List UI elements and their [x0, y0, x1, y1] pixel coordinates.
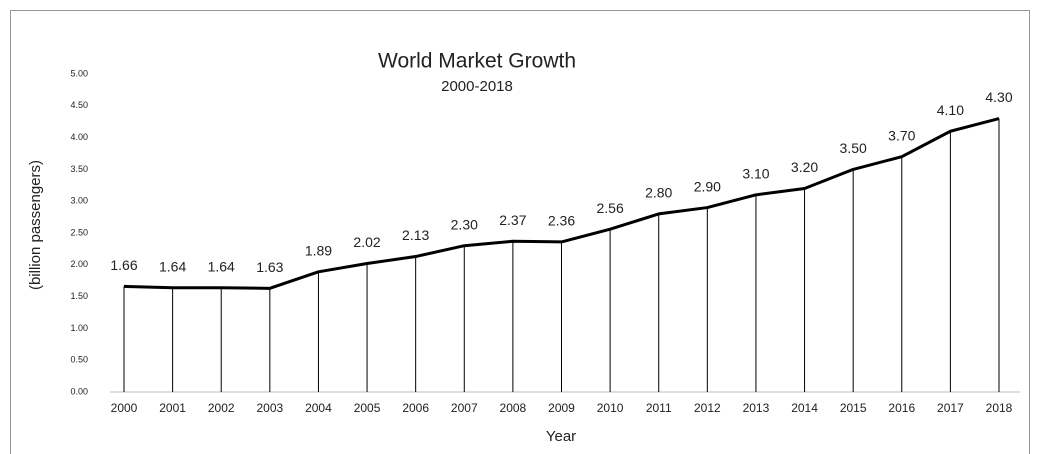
x-tick-label: 2003	[256, 401, 283, 415]
data-label: 3.20	[791, 159, 818, 175]
x-tick-label: 2005	[354, 401, 381, 415]
y-tick-label: 3.50	[70, 164, 88, 174]
x-tick-label: 2010	[597, 401, 624, 415]
chart-subtitle: 2000-2018	[441, 78, 513, 95]
data-label: 1.64	[208, 258, 235, 274]
data-label: 2.56	[596, 200, 623, 216]
x-tick-label: 2001	[159, 401, 186, 415]
y-tick-label: 1.50	[70, 291, 88, 301]
data-label: 3.50	[840, 140, 867, 156]
x-tick-label: 2015	[840, 401, 867, 415]
x-tick-label: 2014	[791, 401, 818, 415]
x-axis-label: Year	[546, 428, 576, 445]
line	[123, 117, 1000, 290]
data-label: 2.80	[645, 185, 672, 201]
y-tick-label: 2.50	[70, 227, 88, 237]
x-tick-label: 2002	[208, 401, 235, 415]
x-tick-label: 2018	[986, 401, 1013, 415]
data-label: 3.70	[888, 127, 915, 143]
x-tick-label: 2006	[402, 401, 429, 415]
y-tick-label: 3.00	[70, 196, 88, 206]
y-tick-label: 1.00	[70, 323, 88, 333]
x-tick-label: 2017	[937, 401, 964, 415]
data-label: 2.36	[548, 213, 575, 229]
y-axis-label: (billion passengers)	[27, 160, 44, 290]
x-tick-label: 2016	[888, 401, 915, 415]
data-label: 2.90	[694, 178, 721, 194]
x-tick-label: 2013	[743, 401, 770, 415]
y-tick-label: 0.00	[70, 386, 88, 396]
y-tick-label: 0.50	[70, 355, 88, 365]
y-tick-label: 2.00	[70, 259, 88, 269]
data-label: 2.30	[451, 216, 478, 232]
x-tick-label: 2000	[111, 401, 138, 415]
y-tick-label: 4.00	[70, 132, 88, 142]
x-tick-label: 2008	[500, 401, 527, 415]
data-label: 2.13	[402, 227, 429, 243]
data-label: 1.63	[256, 259, 283, 275]
x-tick-label: 2011	[646, 401, 672, 415]
x-tick-label: 2007	[451, 401, 478, 415]
x-tick-label: 2012	[694, 401, 721, 415]
x-tick-label: 2009	[548, 401, 575, 415]
y-tick-label: 4.50	[70, 100, 88, 110]
data-label: 3.10	[742, 166, 769, 182]
frame	[10, 10, 1030, 454]
x-tick-label: 2004	[305, 401, 332, 415]
data-label: 1.89	[305, 242, 332, 258]
data-label: 2.02	[353, 234, 380, 250]
data-label: 1.66	[110, 257, 137, 273]
data-label: 2.37	[499, 212, 526, 228]
chart-title: World Market Growth	[378, 50, 576, 73]
data-label: 1.64	[159, 258, 186, 274]
data-label: 4.30	[985, 89, 1012, 105]
data-label: 4.10	[937, 102, 964, 118]
y-tick-label: 5.00	[70, 68, 88, 78]
